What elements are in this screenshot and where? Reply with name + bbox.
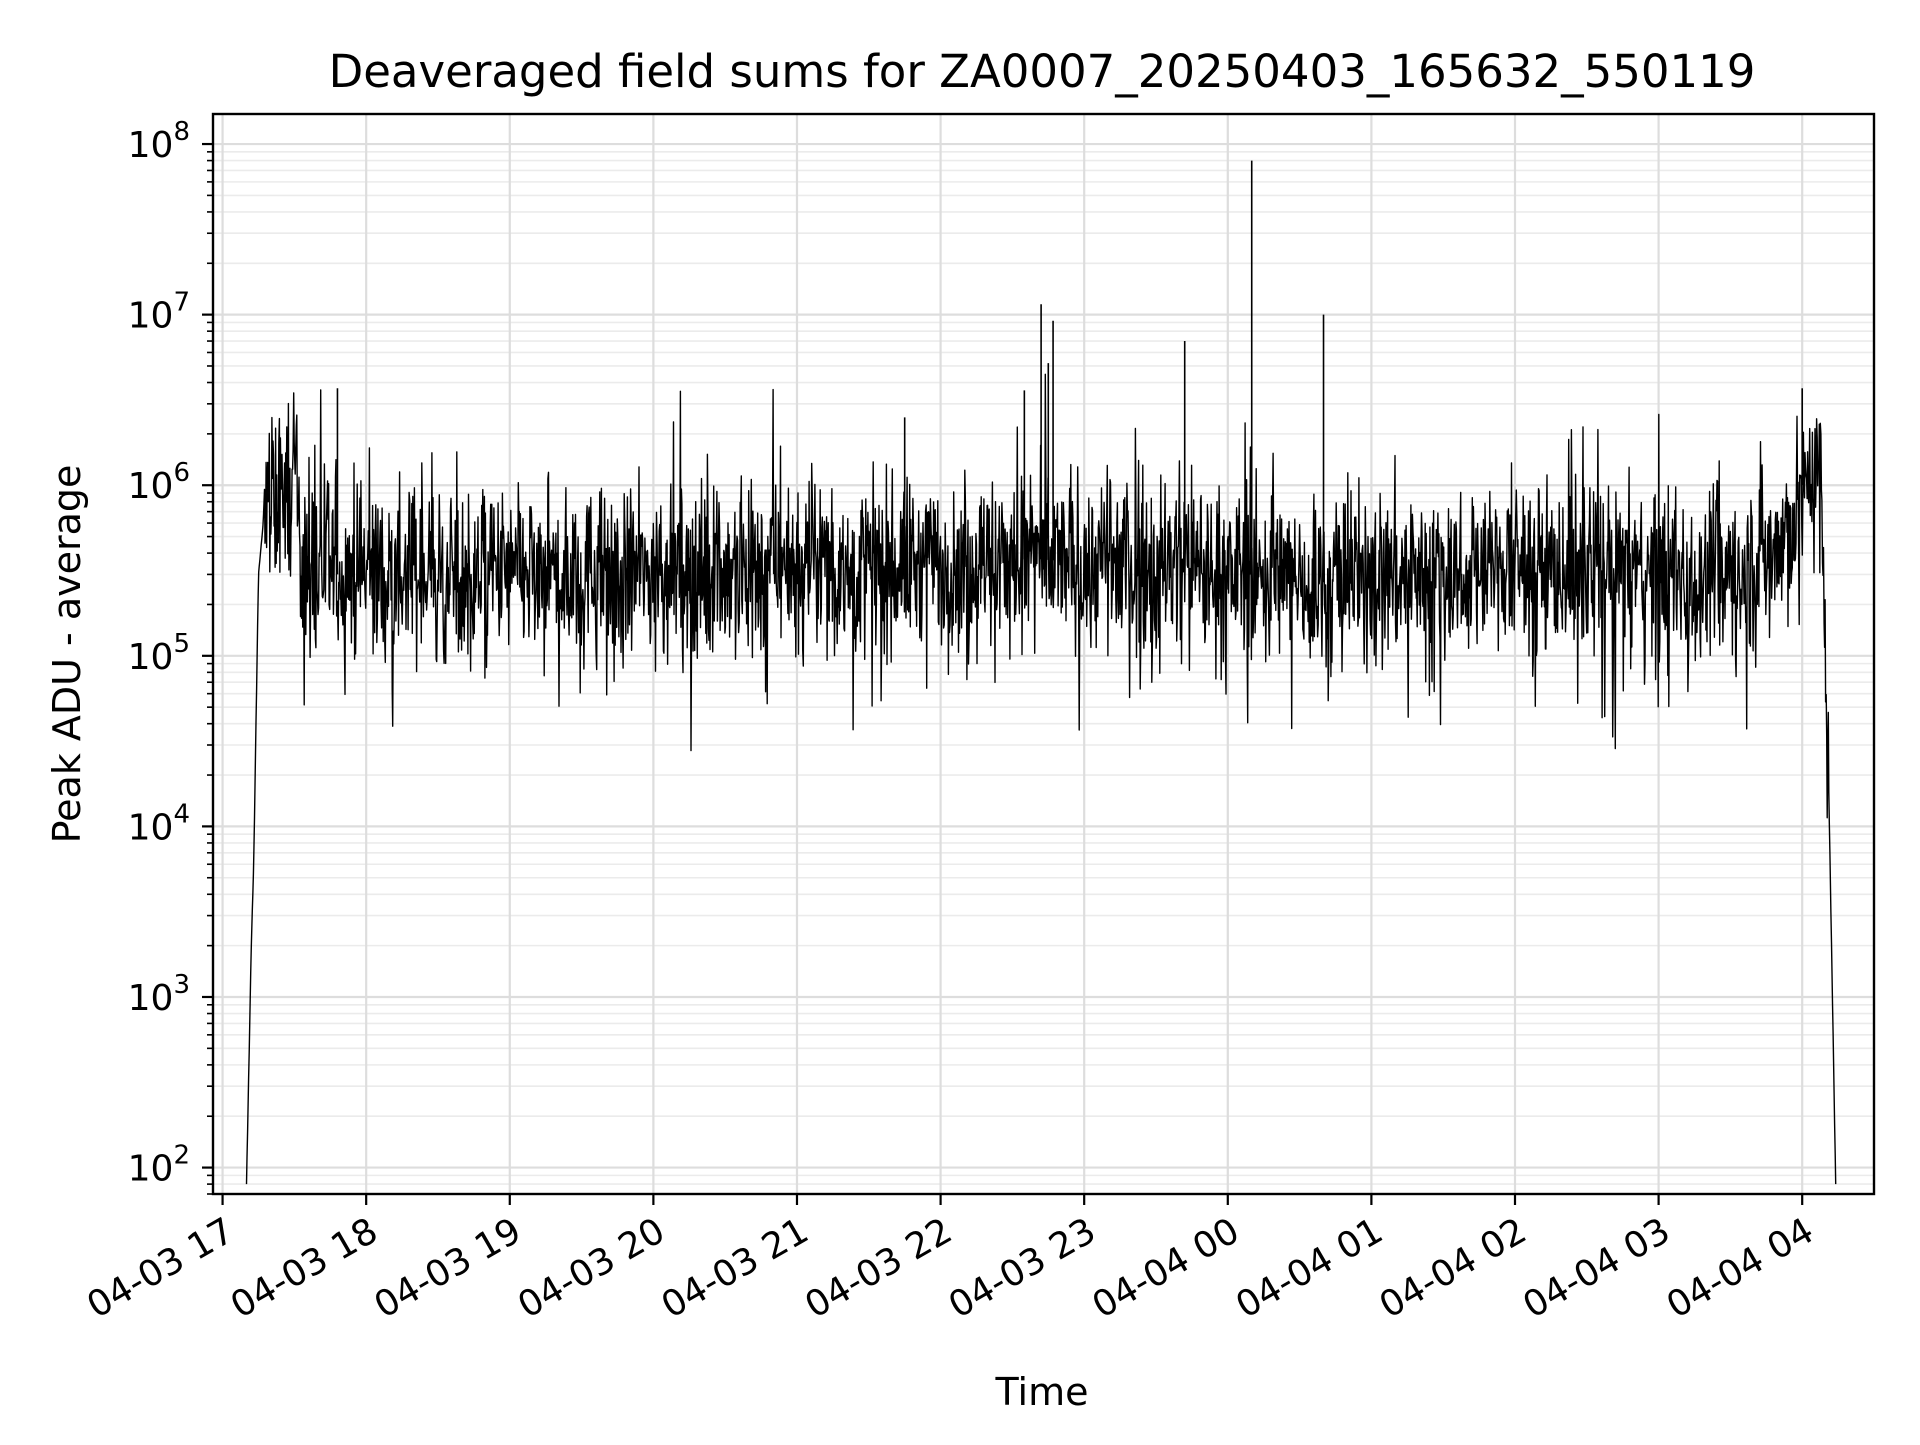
y-tick-label: 107: [128, 288, 190, 337]
y-axis-label: Peak ADU - average: [45, 465, 89, 844]
chart-title: Deaveraged field sums for ZA0007_2025040…: [329, 45, 1756, 98]
plot-frame: [211, 112, 1876, 1196]
y-tick-exponent: 5: [173, 629, 190, 659]
y-tick-label: 106: [128, 458, 190, 507]
y-tick-base: 10: [128, 466, 174, 507]
y-tick-exponent: 4: [173, 799, 190, 829]
y-tick-exponent: 7: [173, 288, 190, 318]
y-tick-base: 10: [128, 978, 174, 1019]
y-tick-base: 10: [128, 1149, 174, 1190]
y-tick-label: 105: [128, 629, 190, 678]
y-tick-base: 10: [128, 637, 174, 678]
y-tick-base: 10: [128, 296, 174, 337]
y-tick-label: 104: [128, 799, 190, 848]
y-tick-label: 103: [128, 970, 190, 1019]
y-tick-exponent: 8: [173, 117, 190, 147]
y-tick-exponent: 2: [173, 1141, 190, 1171]
y-tick-base: 10: [128, 125, 174, 166]
y-tick-label: 108: [128, 117, 190, 166]
y-tick-exponent: 6: [173, 458, 190, 488]
y-tick-base: 10: [128, 807, 174, 848]
plot-area: [245, 160, 1837, 1185]
x-axis-label: Time: [995, 1370, 1089, 1414]
y-tick-label: 102: [128, 1141, 190, 1190]
y-tick-exponent: 3: [173, 970, 190, 1000]
